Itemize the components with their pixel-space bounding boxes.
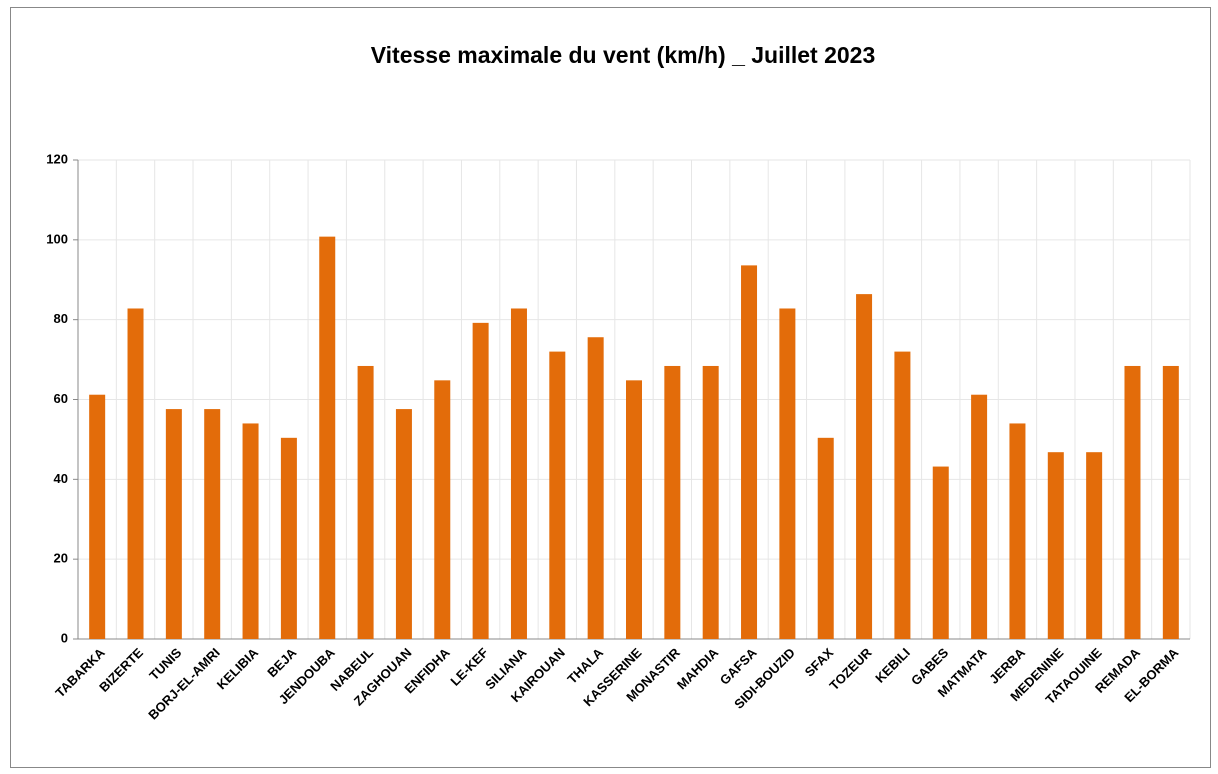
bar — [702, 365, 719, 639]
y-tick-label: 20 — [54, 551, 68, 566]
bar — [1124, 365, 1141, 639]
bar — [626, 380, 642, 639]
bar — [779, 308, 796, 639]
bar — [664, 365, 681, 639]
bar — [1009, 423, 1026, 639]
bar — [472, 322, 489, 639]
bar — [894, 351, 911, 639]
y-tick-label: 100 — [46, 231, 68, 246]
bar — [741, 265, 758, 639]
bar — [971, 394, 988, 639]
bar — [165, 409, 182, 639]
y-tick-label: 120 — [46, 151, 68, 166]
y-tick-label: 80 — [54, 311, 68, 326]
bar — [357, 365, 374, 639]
bar — [817, 437, 834, 639]
bar — [510, 308, 527, 639]
chart-title: Vitesse maximale du vent (km/h) _ Juille… — [371, 42, 876, 68]
y-tick-label: 0 — [61, 630, 68, 645]
bar — [89, 394, 106, 639]
y-tick-label: 60 — [54, 391, 68, 406]
bar — [434, 380, 451, 639]
bar — [319, 236, 336, 639]
bar — [1162, 365, 1179, 639]
bar — [932, 466, 949, 639]
bar — [127, 308, 144, 639]
bar — [280, 437, 297, 639]
bar — [204, 409, 221, 639]
bar — [395, 409, 412, 639]
chart-border — [10, 7, 1211, 768]
bar — [587, 337, 604, 639]
bar — [242, 423, 259, 639]
bar — [1047, 452, 1064, 639]
bar — [1086, 452, 1103, 639]
y-tick-label: 40 — [54, 471, 68, 486]
bar — [549, 351, 566, 639]
bar — [856, 294, 873, 639]
